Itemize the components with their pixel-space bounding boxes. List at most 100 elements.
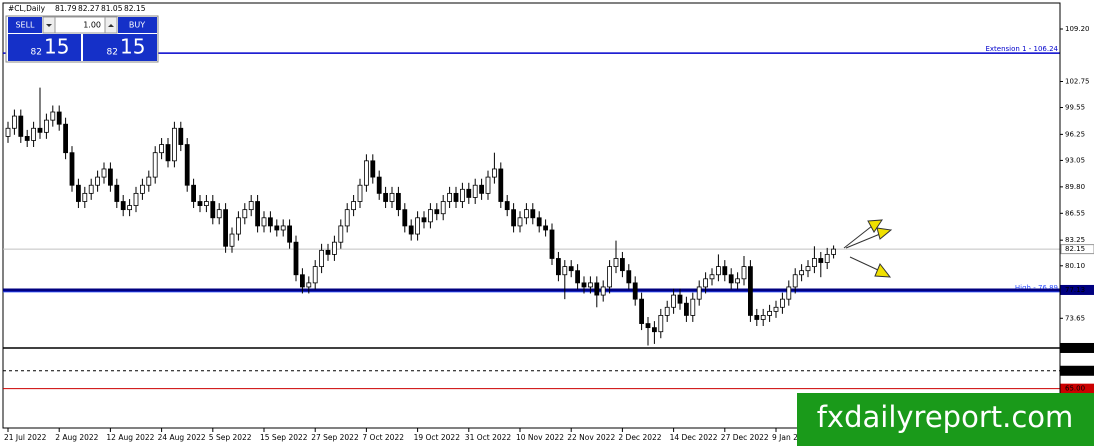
candle-body [658,315,664,333]
candle-body [120,201,126,211]
candle-body [664,306,670,316]
candle-body [703,278,708,288]
candle-body [127,205,132,211]
candle-body [780,298,785,308]
candle-body [613,258,619,268]
candle-body [543,225,548,231]
candle-body [287,225,293,243]
candle-body [24,136,30,141]
watermark: fxdailyreport.com [817,400,1074,434]
candle-body [498,168,504,202]
candle-body [792,274,798,288]
candle-body [652,327,657,333]
x-tick-label: 15 Sep 2022 [260,433,308,442]
candle-body [722,266,728,276]
candle-body [684,302,689,316]
candle-body [69,152,75,186]
candle-body [133,192,139,206]
candle-body [459,188,465,202]
candle-body [799,270,804,276]
price-label: 67.20 [1065,367,1085,375]
sell-button[interactable] [8,17,42,33]
candle-body [754,315,760,320]
candle-body [556,258,561,276]
candle-body [511,209,517,227]
candle-body [575,270,580,284]
candle-body [165,144,171,162]
arrow-line [845,233,881,249]
x-tick-label: 22 Nov 2022 [567,433,615,442]
candle-body [568,266,574,272]
candle-body [101,168,107,178]
x-tick-label: 9 Jan 2023 [772,433,812,442]
header-low: 81.05 [101,4,123,13]
lot-value[interactable]: 1.00 [83,21,101,30]
candle-body [338,225,344,243]
candle-body [255,201,261,227]
header-open: 81.79 [55,4,77,13]
sell-price-box[interactable] [8,34,81,61]
up-icon [108,24,114,27]
candle-body [485,176,491,194]
x-tick-label: 21 Jul 2022 [4,433,47,442]
buy-price-box[interactable] [83,34,157,61]
sell-label[interactable]: SELL [15,21,35,30]
header-high: 82.27 [78,4,100,13]
y-tick-label: 73.65 [1065,314,1085,322]
candle-body [479,184,485,194]
y-tick-label: 109.20 [1065,25,1090,33]
buy-label[interactable]: BUY [129,21,145,30]
arrow-line [849,256,879,271]
watermark-box [797,393,1094,446]
candle-body [280,225,286,231]
candle-body [5,127,11,137]
y-tick-label: 99.55 [1065,104,1085,112]
buy-price-big: 82 [107,48,118,58]
candle-body [299,274,305,288]
candle-body [178,127,184,145]
candle-body [267,217,273,227]
candle-body [344,209,350,227]
candle-body [235,217,241,235]
candle-body [517,217,523,227]
candle-body [472,184,478,198]
candle-body [581,282,587,288]
candle-body [645,323,651,329]
buy-button[interactable] [118,17,157,33]
candle-body [389,192,395,202]
candle-body [248,201,254,211]
candle-body [639,298,644,324]
candle-body [824,254,830,263]
candle-body [427,209,433,223]
candle-body [146,176,152,186]
candle-body [325,249,331,255]
candle-body [696,286,702,300]
price-label-box [1060,284,1094,295]
candle-body [203,201,209,206]
level-text: High - 76.89 [1015,284,1058,292]
price-label: 77.13 [1065,286,1085,294]
level-text: Extension 1 - 106.24 [985,45,1058,53]
candle-body [210,201,216,219]
candle-body [677,294,683,304]
candle-body [466,188,472,198]
candle-body [370,160,376,178]
price-label: 82.15 [1065,245,1085,253]
y-tick-label: 102.75 [1065,77,1090,85]
candle-body [50,111,56,121]
arrow-head [874,263,892,278]
candle-body [319,249,325,268]
candle-body [728,274,734,284]
candle-body [632,282,638,300]
sell-price-small: 15 [44,35,69,59]
x-tick-label: 5 Sep 2022 [209,433,252,442]
candle-body [152,152,158,178]
candle-body [293,241,299,276]
candle-body [108,168,113,186]
candle-body [767,310,772,316]
candle-body [274,225,280,231]
candle-body [748,266,753,316]
candle-body [18,115,24,137]
candle-body [588,282,593,288]
